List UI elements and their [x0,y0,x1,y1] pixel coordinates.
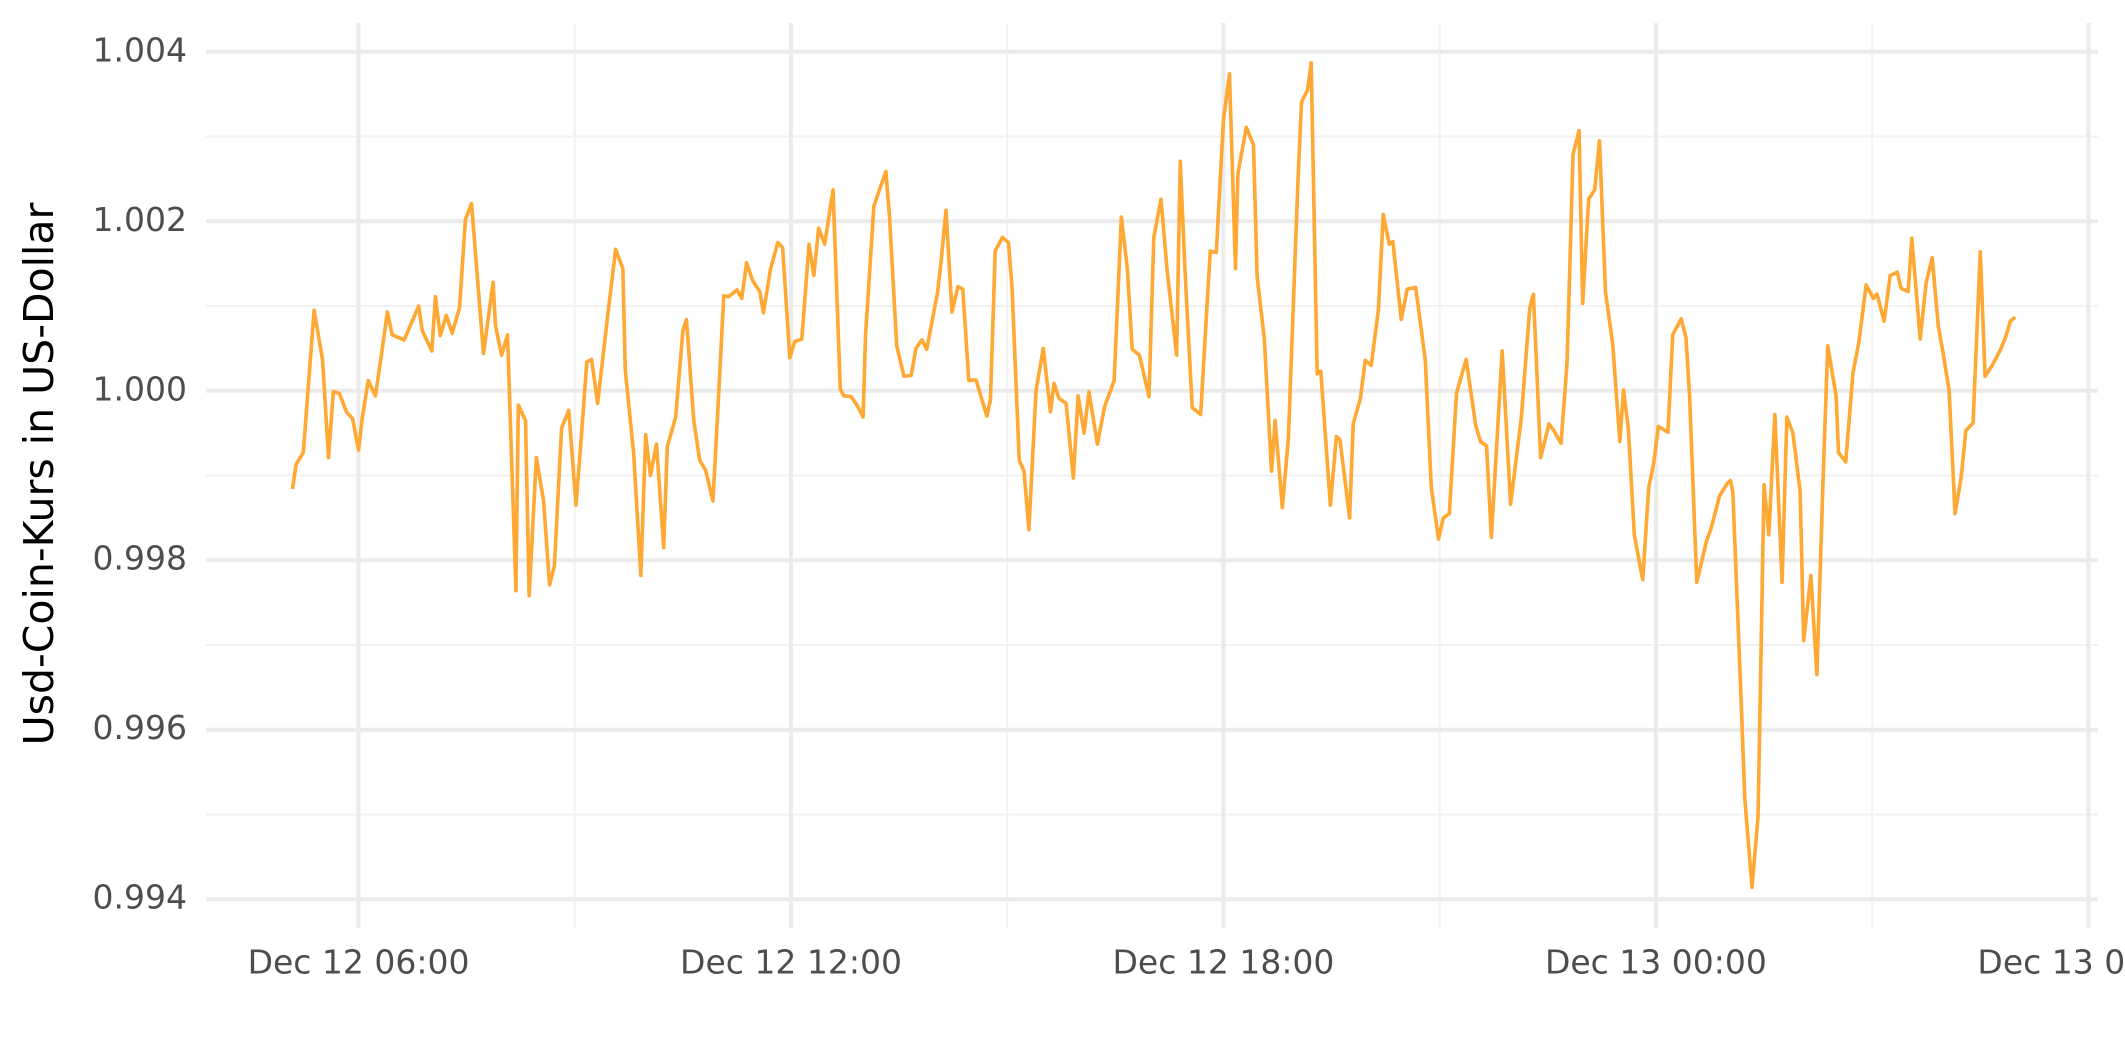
y-tick-label: 0.996 [93,708,187,747]
x-tick-label: Dec 12 12:00 [680,943,902,982]
data-line [290,61,2017,890]
x-tick-label: Dec 12 18:00 [1113,943,1335,982]
y-tick-label: 1.000 [93,369,187,408]
x-tick-label: Dec 12 06:00 [248,943,470,982]
x-tick-label: Dec 13 06:00 [1977,943,2125,982]
y-tick-label: 0.994 [93,878,187,917]
y-tick-label: 1.004 [93,30,187,69]
y-axis-title: Usd-Coin-Kurs in US-Dollar [15,202,63,745]
y-tick-label: 1.002 [93,200,187,239]
x-tick-label: Dec 13 00:00 [1545,943,1767,982]
y-tick-label: 0.998 [93,539,187,578]
